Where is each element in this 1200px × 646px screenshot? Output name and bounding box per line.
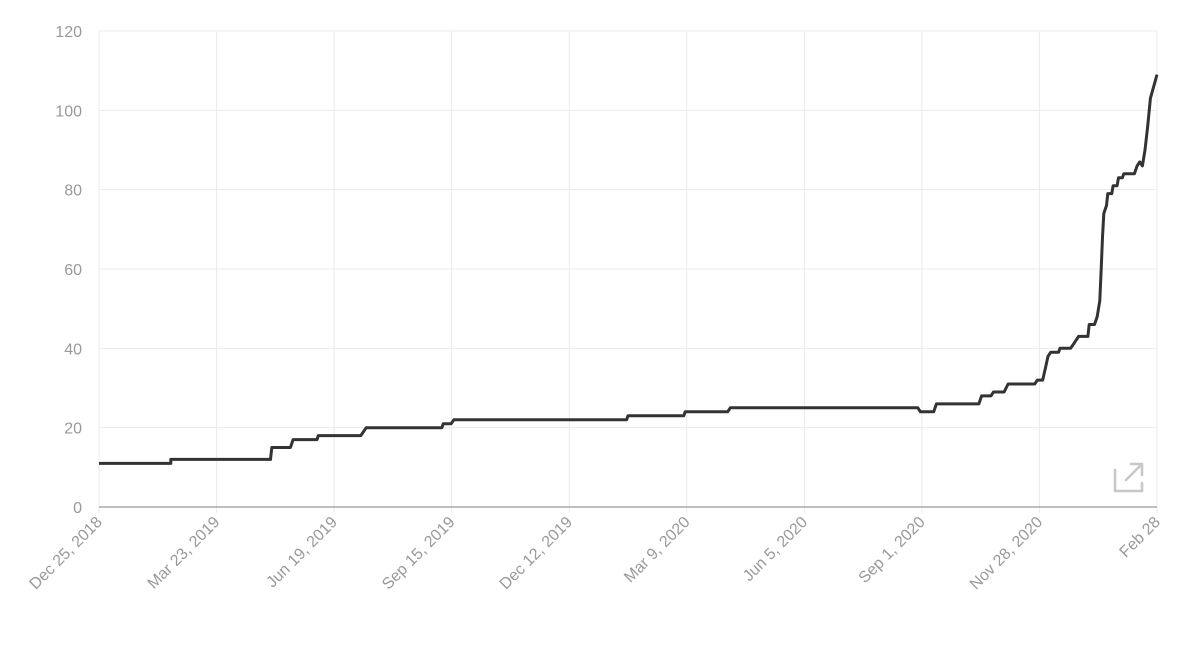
x-tick-label: Feb 28 — [1117, 514, 1164, 561]
x-axis-labels: Dec 25, 2018 Mar 23, 2019 Jun 19, 2019 Sep … — [26, 514, 1163, 593]
x-tick-label: Sep 15, 2019 — [379, 514, 458, 593]
y-tick-label: 60 — [64, 262, 82, 279]
x-tick-label: Nov 28, 2020 — [967, 514, 1046, 593]
y-tick-label: 0 — [73, 500, 82, 517]
x-tick-label: Sep 1, 2020 — [856, 514, 929, 587]
y-axis-labels: 0 20 40 60 80 100 120 — [55, 24, 82, 517]
x-tick-label: Dec 12, 2019 — [497, 514, 576, 593]
external-link-icon-arrow — [1124, 462, 1144, 482]
x-tick-label: Jun 19, 2019 — [263, 514, 341, 592]
external-link-icon[interactable] — [1113, 462, 1144, 493]
y-tick-label: 120 — [55, 24, 82, 41]
y-tick-label: 100 — [55, 103, 82, 120]
y-tick-label: 20 — [64, 421, 82, 438]
x-tick-label: Dec 25, 2018 — [26, 514, 105, 593]
x-gridlines — [98, 31, 1158, 513]
y-gridlines — [99, 30, 1157, 429]
x-tick-label: Jun 5, 2020 — [740, 514, 811, 585]
x-tick-label: Mar 9, 2020 — [621, 514, 693, 586]
y-tick-label: 40 — [64, 341, 82, 358]
y-tick-label: 80 — [64, 183, 82, 200]
x-tick-label: Mar 23, 2019 — [145, 514, 224, 593]
series-line — [99, 74, 1159, 465]
external-link-icon-box — [1113, 468, 1144, 493]
